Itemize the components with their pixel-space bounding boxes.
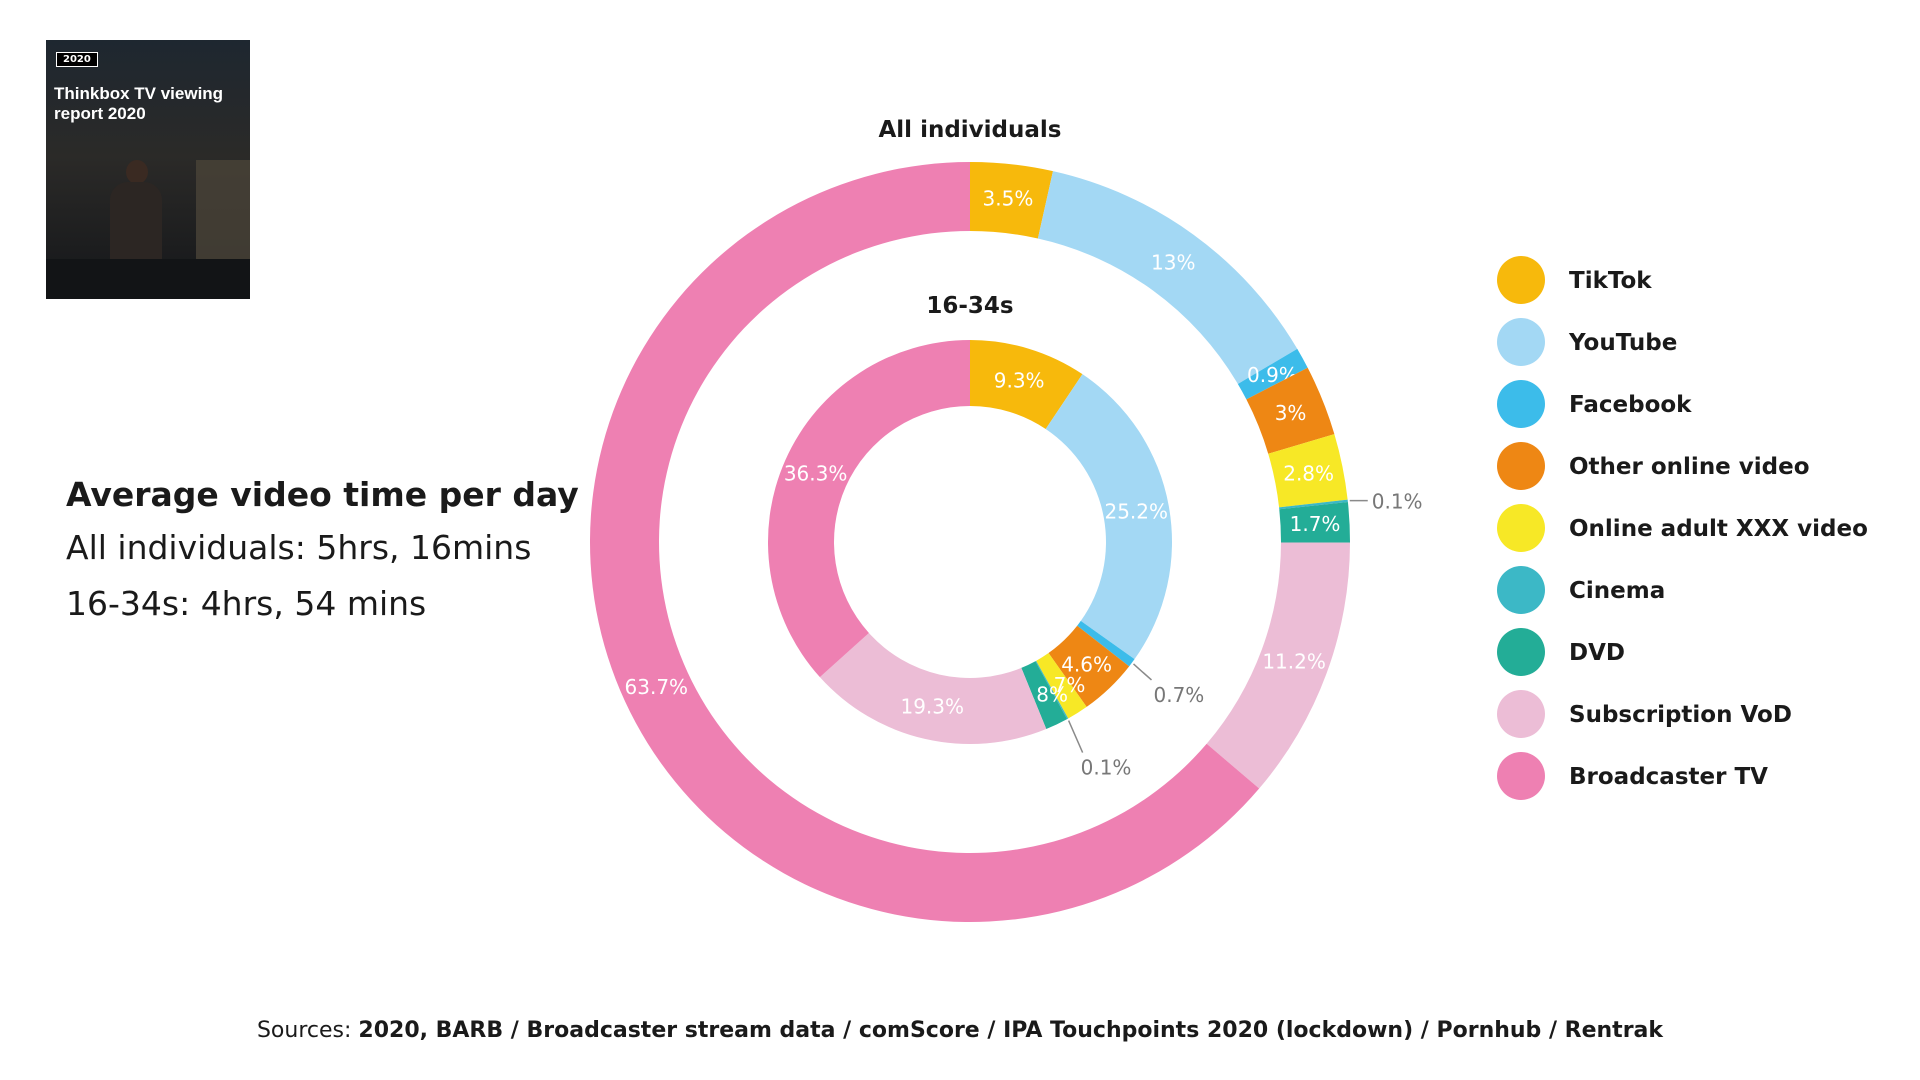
ring-title-all-individuals: All individuals bbox=[879, 117, 1062, 143]
label-all-individuals-online-adult-xxx-video: 2.8% bbox=[1283, 461, 1334, 485]
sources-text: 2020, BARB / Broadcaster stream data / c… bbox=[358, 1018, 1664, 1043]
slice-all-individuals-facebook bbox=[1237, 348, 1308, 400]
leader-16-34s-facebook bbox=[1133, 663, 1152, 681]
label-16-34s-broadcaster-tv: 36.3% bbox=[784, 461, 848, 485]
cover-year-badge: 2020 bbox=[56, 52, 98, 67]
label-all-individuals-tiktok: 3.5% bbox=[983, 187, 1034, 211]
label-all-individuals-other-online-video: 3% bbox=[1275, 401, 1307, 425]
label-16-34s-subscription-vod: 19.3% bbox=[900, 695, 964, 719]
slice-16-34s-facebook bbox=[1077, 620, 1135, 667]
summary-all-individuals: All individuals: 5hrs, 16mins bbox=[66, 528, 532, 567]
slice-all-individuals-cinema bbox=[1279, 499, 1348, 510]
cover-person-head bbox=[126, 160, 148, 184]
slice-16-34s-online-adult-xxx-video bbox=[1036, 653, 1087, 719]
slice-16-34s-youtube bbox=[1045, 374, 1172, 660]
label-16-34s-tiktok: 9.3% bbox=[994, 368, 1045, 392]
legend-label-youtube: YouTube bbox=[1568, 330, 1677, 356]
legend-label-broadcaster-tv: Broadcaster TV bbox=[1569, 764, 1768, 790]
label-all-individuals-cinema: 0.1% bbox=[1372, 490, 1423, 514]
legend-swatch-subscription-vod bbox=[1497, 690, 1545, 738]
legend-label-subscription-vod: Subscription VoD bbox=[1569, 702, 1792, 728]
legend-swatch-cinema bbox=[1497, 566, 1545, 614]
report-cover-thumbnail[interactable]: 2020 Thinkbox TV viewing report 2020 bbox=[46, 40, 250, 299]
slice-16-34s-subscription-vod bbox=[819, 633, 1047, 744]
leader-16-34s-cinema bbox=[1067, 720, 1084, 753]
legend-swatch-other-online-video bbox=[1497, 442, 1545, 490]
legend-swatch-youtube bbox=[1497, 318, 1545, 366]
label-16-34s-cinema: 0.1% bbox=[1081, 756, 1132, 780]
cover-wall bbox=[196, 160, 250, 260]
legend-label-dvd: DVD bbox=[1569, 640, 1625, 666]
slice-all-individuals-dvd bbox=[1279, 502, 1350, 543]
legend-swatch-tiktok bbox=[1497, 256, 1545, 304]
slice-all-individuals-other-online-video bbox=[1246, 367, 1335, 454]
label-all-individuals-dvd: 1.7% bbox=[1290, 512, 1341, 536]
cover-floor bbox=[46, 259, 250, 299]
label-16-34s-other-online-video: 4.6% bbox=[1061, 652, 1112, 676]
slice-all-individuals-online-adult-xxx-video bbox=[1268, 434, 1348, 508]
slice-all-individuals-broadcaster-tv bbox=[590, 162, 1260, 922]
slice-16-34s-tiktok bbox=[970, 340, 1083, 430]
video-time-summary: Average video time per day All individua… bbox=[66, 470, 579, 632]
sources-label: Sources: bbox=[256, 1018, 352, 1043]
label-all-individuals-subscription-vod: 11.2% bbox=[1262, 650, 1326, 674]
legend-swatch-broadcaster-tv bbox=[1497, 752, 1545, 800]
slice-all-individuals-tiktok bbox=[970, 162, 1053, 239]
label-16-34s-facebook: 0.7% bbox=[1154, 683, 1205, 707]
legend-swatch-online-adult-xxx-video bbox=[1497, 504, 1545, 552]
legend-label-tiktok: TikTok bbox=[1569, 268, 1652, 294]
slice-16-34s-other-online-video bbox=[1048, 625, 1130, 707]
summary-16-34s: 16-34s: 4hrs, 54 mins bbox=[66, 584, 427, 623]
legend-swatch-dvd bbox=[1497, 628, 1545, 676]
label-16-34s-youtube: 25.2% bbox=[1104, 500, 1168, 524]
slice-all-individuals-youtube bbox=[1037, 171, 1298, 384]
summary-heading: Average video time per day bbox=[66, 475, 579, 514]
label-all-individuals-broadcaster-tv: 63.7% bbox=[625, 675, 689, 699]
legend-swatch-facebook bbox=[1497, 380, 1545, 428]
slice-all-individuals-subscription-vod bbox=[1206, 542, 1350, 789]
legend-label-other-online-video: Other online video bbox=[1569, 454, 1810, 480]
label-all-individuals-youtube: 13% bbox=[1151, 251, 1195, 275]
legend-label-online-adult-xxx-video: Online adult XXX video bbox=[1569, 516, 1868, 542]
slice-16-34s-broadcaster-tv bbox=[767, 340, 970, 678]
slice-16-34s-cinema bbox=[1035, 660, 1069, 720]
legend-label-cinema: Cinema bbox=[1569, 578, 1665, 604]
slice-16-34s-dvd bbox=[1021, 661, 1068, 730]
cover-title: Thinkbox TV viewing report 2020 bbox=[54, 84, 224, 123]
sources-line: Sources: 2020, BARB / Broadcaster stream… bbox=[0, 1018, 1920, 1043]
ring-title-16-34s: 16-34s bbox=[926, 293, 1013, 319]
legend-label-facebook: Facebook bbox=[1569, 392, 1692, 418]
